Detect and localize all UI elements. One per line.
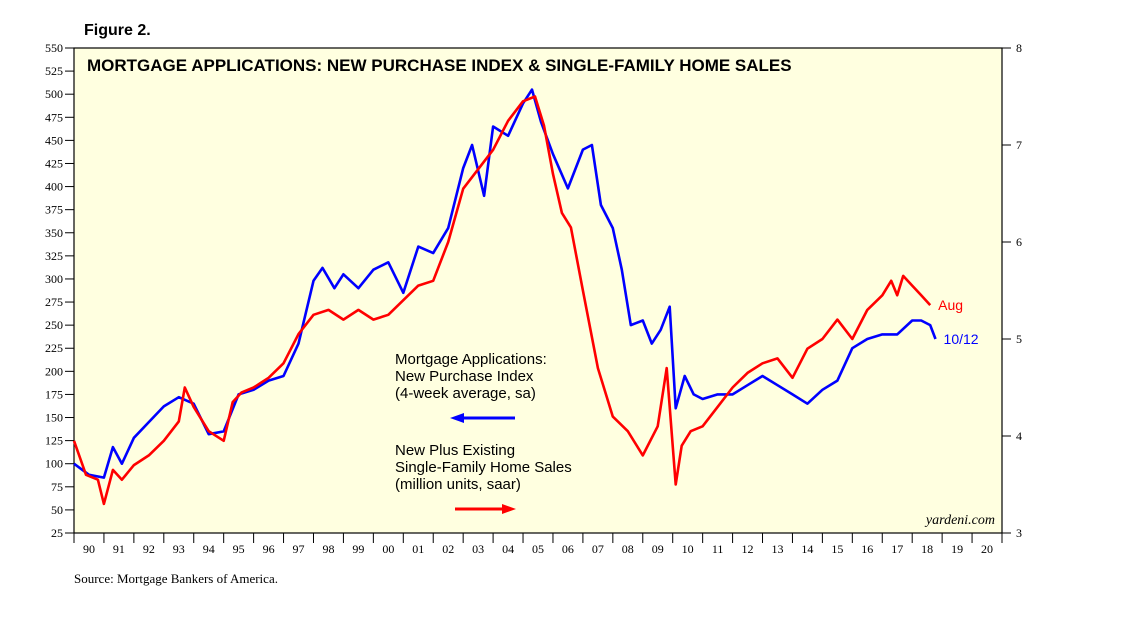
annotation-line: Single-Family Home Sales: [395, 459, 572, 476]
annotation-line: Mortgage Applications:: [395, 351, 547, 368]
x-axis-label: 01: [412, 542, 424, 556]
series-end-label-1: Aug: [938, 297, 963, 313]
x-axis-label: 04: [502, 542, 514, 556]
left-axis-label: 525: [45, 64, 63, 78]
x-axis-label: 97: [293, 542, 305, 556]
figure-label: Figure 2.: [84, 22, 151, 39]
left-axis-label: 425: [45, 156, 63, 170]
right-axis-label: 6: [1016, 235, 1022, 249]
left-axis-label: 25: [51, 526, 63, 540]
x-axis-label: 05: [532, 542, 544, 556]
x-axis-label: 20: [981, 542, 993, 556]
x-axis-label: 16: [861, 542, 873, 556]
x-axis-label: 94: [203, 542, 215, 556]
x-axis-label: 98: [322, 542, 334, 556]
x-axis-label: 91: [113, 542, 125, 556]
x-axis-label: 93: [173, 542, 185, 556]
x-axis-label: 13: [771, 542, 783, 556]
x-axis-label: 14: [801, 542, 813, 556]
x-axis-label: 15: [831, 542, 843, 556]
x-axis-label: 10: [682, 542, 694, 556]
left-axis-label: 475: [45, 110, 63, 124]
left-axis-label: 400: [45, 180, 63, 194]
x-axis-label: 95: [233, 542, 245, 556]
x-axis-label: 92: [143, 542, 155, 556]
x-axis-label: 07: [592, 542, 604, 556]
left-axis-label: 550: [45, 41, 63, 55]
x-axis-label: 03: [472, 542, 484, 556]
series-line-1: [72, 95, 932, 506]
right-axis-label: 5: [1016, 332, 1022, 346]
chart-title: MORTGAGE APPLICATIONS: NEW PURCHASE INDE…: [87, 56, 792, 75]
annotation-line: (4-week average, sa): [395, 385, 536, 402]
right-axis-label: 4: [1016, 429, 1022, 443]
left-axis-label: 175: [45, 387, 63, 401]
annotation-line: (million units, saar): [395, 476, 521, 493]
right-axis-label: 7: [1016, 138, 1022, 152]
x-axis-label: 00: [382, 542, 394, 556]
x-axis-label: 96: [263, 542, 275, 556]
left-axis-label: 50: [51, 503, 63, 517]
left-axis-label: 100: [45, 457, 63, 471]
x-axis-label: 02: [442, 542, 454, 556]
right-axis: 3 4 5 6 7 8: [1002, 41, 1022, 540]
source-note: Source: Mortgage Bankers of America.: [74, 571, 278, 586]
x-axis-label: 18: [921, 542, 933, 556]
left-axis-label: 350: [45, 226, 63, 240]
x-axis-label: 06: [562, 542, 574, 556]
annotations: Mortgage Applications:New Purchase Index…: [395, 351, 572, 514]
left-axis-label: 125: [45, 434, 63, 448]
left-axis-label: 225: [45, 341, 63, 355]
left-axis-label: 200: [45, 364, 63, 378]
left-axis-label: 500: [45, 87, 63, 101]
x-axis-label: 09: [652, 542, 664, 556]
left-axis-label: 150: [45, 411, 63, 425]
left-axis-label: 300: [45, 272, 63, 286]
x-axis-label: 99: [352, 542, 364, 556]
left-axis-label: 325: [45, 249, 63, 263]
x-axis-label: 19: [951, 542, 963, 556]
series-end-label-0: 10/12: [944, 331, 979, 347]
x-axis-label: 11: [712, 542, 724, 556]
left-axis-label: 375: [45, 203, 63, 217]
annotation-arrow-head: [450, 413, 464, 423]
left-axis: 25 50 75 100 125 150 175 200 225 250 275 300 325 350 3…: [45, 41, 74, 540]
x-axis: 90 91 92 93 94 95 96 97 98 99 00 01 02 03 04 05 06 07 08 09…: [73, 533, 1003, 556]
x-axis-label: 17: [891, 542, 903, 556]
x-axis-label: 08: [622, 542, 634, 556]
right-axis-label: 8: [1016, 41, 1022, 55]
right-axis-label: 3: [1016, 526, 1022, 540]
annotation-line: New Plus Existing: [395, 442, 515, 459]
left-axis-label: 75: [51, 480, 63, 494]
left-axis-label: 450: [45, 133, 63, 147]
series-layer: 10/12 Aug: [72, 88, 979, 506]
annotation-line: New Purchase Index: [395, 368, 534, 385]
plot-area: [73, 47, 1003, 534]
left-axis-label: 275: [45, 295, 63, 309]
left-axis-label: 250: [45, 318, 63, 332]
annotation-arrow-head: [502, 504, 516, 514]
x-axis-label: 12: [742, 542, 754, 556]
x-axis-label: 90: [83, 542, 95, 556]
watermark: yardeni.com: [924, 513, 995, 528]
